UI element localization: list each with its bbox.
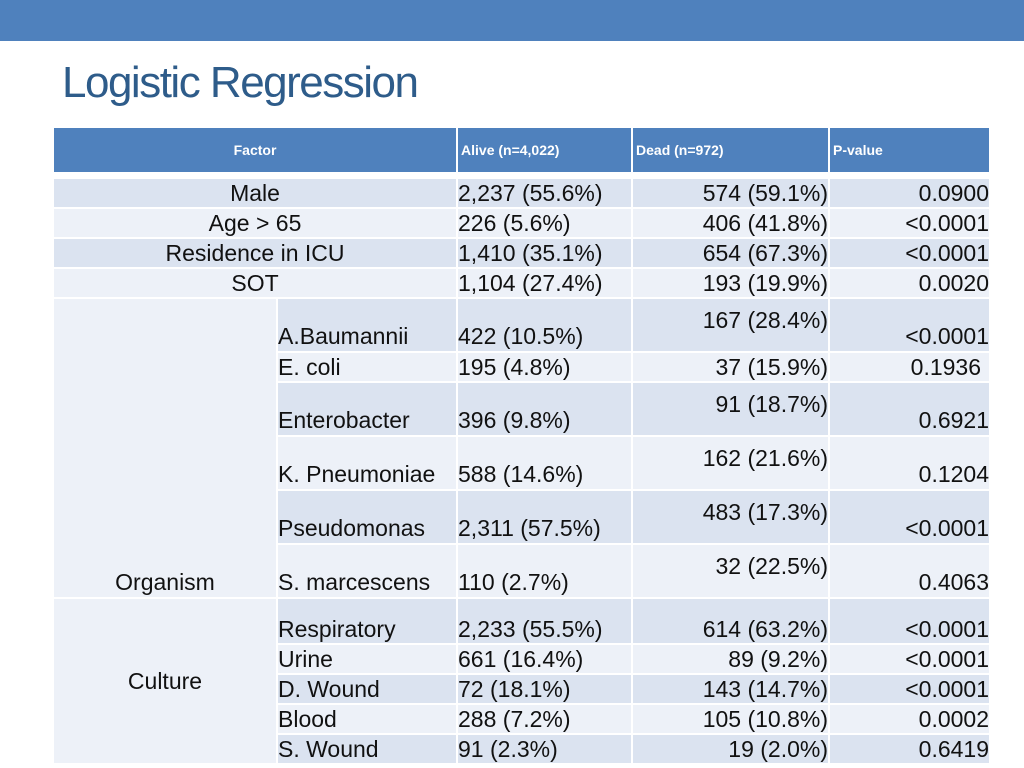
dead-cell: 574 (59.1%) xyxy=(631,177,831,209)
table-row: Urine 661 (16.4%) 89 (9.2%) <0.0001 xyxy=(53,643,992,675)
alive-cell: 422 (10.5%) xyxy=(456,297,634,353)
pvalue-cell: 0.1204 xyxy=(828,435,992,491)
pvalue-cell: <0.0001 xyxy=(828,237,992,269)
pvalue-cell: 0.0900 xyxy=(828,177,992,209)
table-row: D. Wound 72 (18.1%) 143 (14.7%) <0.0001 xyxy=(53,673,992,705)
factor-cell: Age > 65 xyxy=(51,207,459,239)
alive-cell: 661 (16.4%) xyxy=(456,643,634,675)
subfactor-cell: Pseudomonas xyxy=(275,489,459,545)
dead-cell: 614 (63.2%) xyxy=(631,597,831,645)
header-row: Factor Alive (n=4,022) Dead (n=972) P-va… xyxy=(51,126,992,174)
table-row: SOT 1,104 (27.4%) 193 (19.9%) 0.0020 xyxy=(51,267,992,299)
subfactor-cell: E. coli xyxy=(275,351,459,383)
dead-cell: 32 (22.5%) xyxy=(631,543,831,599)
table-row: E. coli 195 (4.8%) 37 (15.9%) 0.1936 xyxy=(53,351,992,383)
table-row: Age > 65 226 (5.6%) 406 (41.8%) <0.0001 xyxy=(51,207,992,239)
culture-group-label: Culture xyxy=(52,597,278,765)
pvalue-cell: 0.6921 xyxy=(828,381,992,437)
dead-cell: 654 (67.3%) xyxy=(631,237,831,269)
subfactor-cell: Enterobacter xyxy=(275,381,459,437)
alive-cell: 72 (18.1%) xyxy=(456,673,634,705)
slide-title: Logistic Regression xyxy=(62,58,419,107)
factor-cell: Male xyxy=(51,177,459,209)
alive-cell: 2,237 (55.6%) xyxy=(456,177,634,209)
alive-cell: 91 (2.3%) xyxy=(456,733,634,765)
top-band xyxy=(0,0,1024,41)
header-alive: Alive (n=4,022) xyxy=(456,126,634,174)
organism-group-label: Organism xyxy=(52,297,278,599)
table-row: Blood 288 (7.2%) 105 (10.8%) 0.0002 xyxy=(53,703,992,735)
alive-cell: 288 (7.2%) xyxy=(456,703,634,735)
pvalue-cell: 0.4063 xyxy=(828,543,992,599)
pvalue-cell: 0.0002 xyxy=(828,703,992,735)
table-row: S. Wound 91 (2.3%) 19 (2.0%) 0.6419 xyxy=(53,733,992,765)
dead-cell: 483 (17.3%) xyxy=(631,489,831,545)
dead-cell: 89 (9.2%) xyxy=(631,643,831,675)
table-row: Pseudomonas 2,311 (57.5%) 483 (17.3%) <0… xyxy=(53,489,992,545)
table-row: K. Pneumoniae 588 (14.6%) 162 (21.6%) 0.… xyxy=(53,435,992,491)
pvalue-cell: <0.0001 xyxy=(828,673,992,705)
dead-cell: 91 (18.7%) xyxy=(631,381,831,437)
dead-cell: 162 (21.6%) xyxy=(631,435,831,491)
regression-table: Factor Alive (n=4,022) Dead (n=972) P-va… xyxy=(51,126,992,765)
subfactor-cell: Blood xyxy=(275,703,459,735)
factor-cell: SOT xyxy=(51,267,459,299)
pvalue-cell: 0.0020 xyxy=(828,267,992,299)
subfactor-cell: A.Baumannii xyxy=(275,297,459,353)
pvalue-cell: 0.6419 xyxy=(828,733,992,765)
pvalue-cell: 0.1936 xyxy=(828,351,992,383)
table-row: S. marcescens 110 (2.7%) 32 (22.5%) 0.40… xyxy=(53,543,992,599)
dead-cell: 406 (41.8%) xyxy=(631,207,831,239)
header-dead: Dead (n=972) xyxy=(631,126,831,174)
dead-cell: 193 (19.9%) xyxy=(631,267,831,299)
subfactor-cell: Urine xyxy=(275,643,459,675)
dead-cell: 143 (14.7%) xyxy=(631,673,831,705)
alive-cell: 1,104 (27.4%) xyxy=(456,267,634,299)
subfactor-cell: D. Wound xyxy=(275,673,459,705)
pvalue-cell: <0.0001 xyxy=(828,297,992,353)
header-factor: Factor xyxy=(51,126,459,174)
alive-cell: 396 (9.8%) xyxy=(456,381,634,437)
subfactor-cell: K. Pneumoniae xyxy=(275,435,459,491)
pvalue-cell: <0.0001 xyxy=(828,643,992,675)
factor-cell: Residence in ICU xyxy=(51,237,459,269)
dead-cell: 37 (15.9%) xyxy=(631,351,831,383)
header-pvalue: P-value xyxy=(828,126,992,174)
dead-cell: 167 (28.4%) xyxy=(631,297,831,353)
pvalue-cell: <0.0001 xyxy=(828,597,992,645)
alive-cell: 1,410 (35.1%) xyxy=(456,237,634,269)
pvalue-cell: <0.0001 xyxy=(828,207,992,239)
alive-cell: 195 (4.8%) xyxy=(456,351,634,383)
alive-cell: 2,311 (57.5%) xyxy=(456,489,634,545)
alive-cell: 110 (2.7%) xyxy=(456,543,634,599)
dead-cell: 105 (10.8%) xyxy=(631,703,831,735)
dead-cell: 19 (2.0%) xyxy=(631,733,831,765)
table-row: Enterobacter 396 (9.8%) 91 (18.7%) 0.692… xyxy=(53,381,992,437)
alive-cell: 226 (5.6%) xyxy=(456,207,634,239)
table-row: Organism A.Baumannii 422 (10.5%) 167 (28… xyxy=(52,297,992,599)
subfactor-cell: S. Wound xyxy=(275,733,459,765)
pvalue-cell: <0.0001 xyxy=(828,489,992,545)
table-row: Residence in ICU 1,410 (35.1%) 654 (67.3… xyxy=(51,237,992,269)
table-row: Male 2,237 (55.6%) 574 (59.1%) 0.0900 xyxy=(51,177,992,209)
alive-cell: 2,233 (55.5%) xyxy=(456,597,634,645)
table-row: Culture Respiratory 2,233 (55.5%) 614 (6… xyxy=(52,597,992,765)
alive-cell: 588 (14.6%) xyxy=(456,435,634,491)
subfactor-cell: Respiratory xyxy=(275,597,459,645)
subfactor-cell: S. marcescens xyxy=(275,543,459,599)
